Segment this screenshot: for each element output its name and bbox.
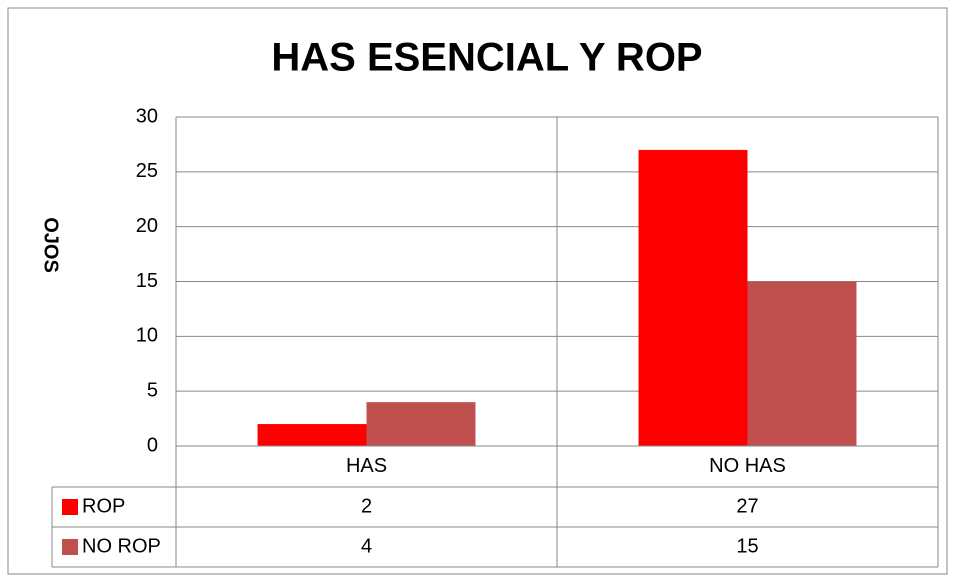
bar — [638, 149, 748, 446]
x-tick-label: HAS — [346, 455, 387, 477]
y-tick-label: 0 — [147, 434, 158, 456]
table-value: 4 — [361, 535, 372, 557]
y-tick-label: 20 — [136, 215, 158, 237]
table-value: 27 — [736, 495, 758, 517]
table-value: 2 — [361, 495, 372, 517]
bar — [747, 281, 857, 446]
y-tick-label: 30 — [136, 105, 158, 127]
table-value: 15 — [736, 535, 758, 557]
legend-key — [62, 499, 78, 515]
x-tick-label: NO HAS — [709, 455, 786, 477]
bar — [257, 424, 367, 446]
legend-key — [62, 539, 78, 555]
y-tick-label: 15 — [136, 270, 158, 292]
legend-label: ROP — [82, 495, 125, 517]
y-tick-label: 10 — [136, 325, 158, 347]
bar — [366, 402, 476, 446]
y-tick-label: 5 — [147, 379, 158, 401]
y-axis-label: OJOS — [40, 217, 62, 273]
legend-label: NO ROP — [82, 535, 161, 557]
chart-title: HAS ESENCIAL Y ROP — [271, 36, 702, 80]
y-tick-label: 25 — [136, 160, 158, 182]
